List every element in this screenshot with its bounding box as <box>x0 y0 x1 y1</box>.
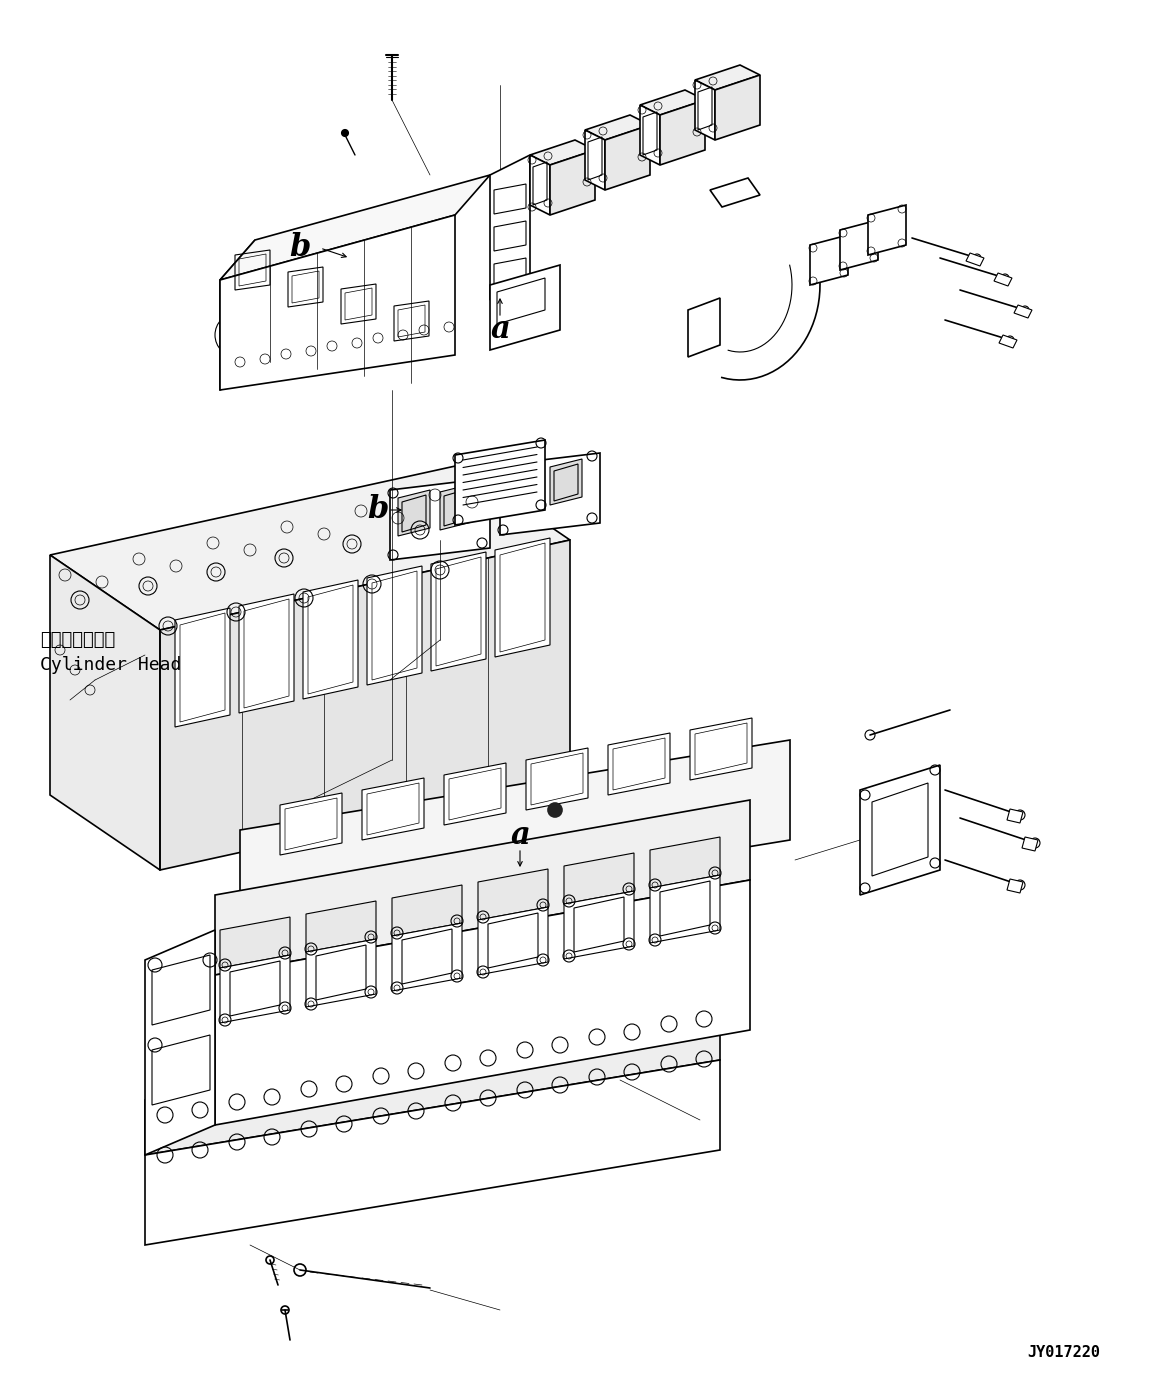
Polygon shape <box>695 66 759 91</box>
Polygon shape <box>659 100 705 164</box>
Polygon shape <box>605 125 650 190</box>
Polygon shape <box>1007 809 1023 822</box>
Polygon shape <box>994 273 1012 286</box>
Polygon shape <box>1014 305 1032 318</box>
Polygon shape <box>526 749 588 810</box>
Polygon shape <box>390 478 490 560</box>
Polygon shape <box>999 335 1016 348</box>
Polygon shape <box>1022 836 1039 850</box>
Circle shape <box>342 130 349 137</box>
Polygon shape <box>478 907 548 974</box>
Polygon shape <box>431 552 486 671</box>
Polygon shape <box>455 441 545 526</box>
Polygon shape <box>695 79 715 139</box>
Polygon shape <box>160 539 570 870</box>
Bar <box>227 325 247 347</box>
Text: シリンダヘッド: シリンダヘッド <box>40 631 115 650</box>
Polygon shape <box>608 733 670 795</box>
Polygon shape <box>398 491 430 537</box>
Polygon shape <box>809 236 848 284</box>
Text: JY017220: JY017220 <box>1027 1345 1100 1361</box>
Polygon shape <box>220 955 290 1023</box>
Polygon shape <box>715 75 759 139</box>
Polygon shape <box>362 778 424 841</box>
Polygon shape <box>220 215 455 390</box>
Polygon shape <box>490 265 561 350</box>
Polygon shape <box>145 1005 720 1156</box>
Polygon shape <box>215 800 750 974</box>
Polygon shape <box>50 466 570 630</box>
Polygon shape <box>306 940 376 1006</box>
Text: b: b <box>368 495 388 526</box>
Polygon shape <box>709 178 759 206</box>
Polygon shape <box>530 155 550 215</box>
Polygon shape <box>500 453 600 535</box>
Polygon shape <box>220 917 290 967</box>
Polygon shape <box>440 484 472 530</box>
Polygon shape <box>868 205 906 255</box>
Circle shape <box>548 803 562 817</box>
Polygon shape <box>304 580 358 698</box>
Polygon shape <box>859 765 940 895</box>
Polygon shape <box>966 252 984 266</box>
Text: Cylinder Head: Cylinder Head <box>40 657 181 675</box>
Polygon shape <box>490 155 530 300</box>
Polygon shape <box>530 139 595 164</box>
Text: a: a <box>490 315 509 346</box>
Polygon shape <box>280 793 342 855</box>
Polygon shape <box>640 91 705 114</box>
Polygon shape <box>640 105 659 164</box>
Polygon shape <box>145 1059 720 1245</box>
Polygon shape <box>240 740 790 930</box>
Polygon shape <box>306 901 376 952</box>
Polygon shape <box>444 763 506 825</box>
Text: a: a <box>511 820 530 850</box>
Polygon shape <box>220 176 490 280</box>
Polygon shape <box>688 298 720 357</box>
Polygon shape <box>585 114 650 139</box>
Polygon shape <box>550 459 582 505</box>
Polygon shape <box>1007 880 1023 894</box>
Polygon shape <box>145 930 215 1156</box>
Polygon shape <box>650 836 720 888</box>
Polygon shape <box>585 130 605 190</box>
Polygon shape <box>50 555 160 870</box>
Polygon shape <box>550 151 595 215</box>
Polygon shape <box>240 594 294 712</box>
Polygon shape <box>650 875 720 942</box>
Polygon shape <box>392 885 462 935</box>
Polygon shape <box>174 608 230 728</box>
Bar <box>227 290 247 315</box>
Polygon shape <box>495 538 550 657</box>
Polygon shape <box>840 220 878 270</box>
Polygon shape <box>392 923 462 991</box>
Polygon shape <box>220 240 255 390</box>
Polygon shape <box>368 566 422 684</box>
Polygon shape <box>564 891 634 959</box>
Polygon shape <box>478 868 548 920</box>
Polygon shape <box>508 466 540 512</box>
Polygon shape <box>690 718 752 781</box>
Polygon shape <box>564 853 634 903</box>
Text: b: b <box>290 233 311 263</box>
Polygon shape <box>215 880 750 1125</box>
